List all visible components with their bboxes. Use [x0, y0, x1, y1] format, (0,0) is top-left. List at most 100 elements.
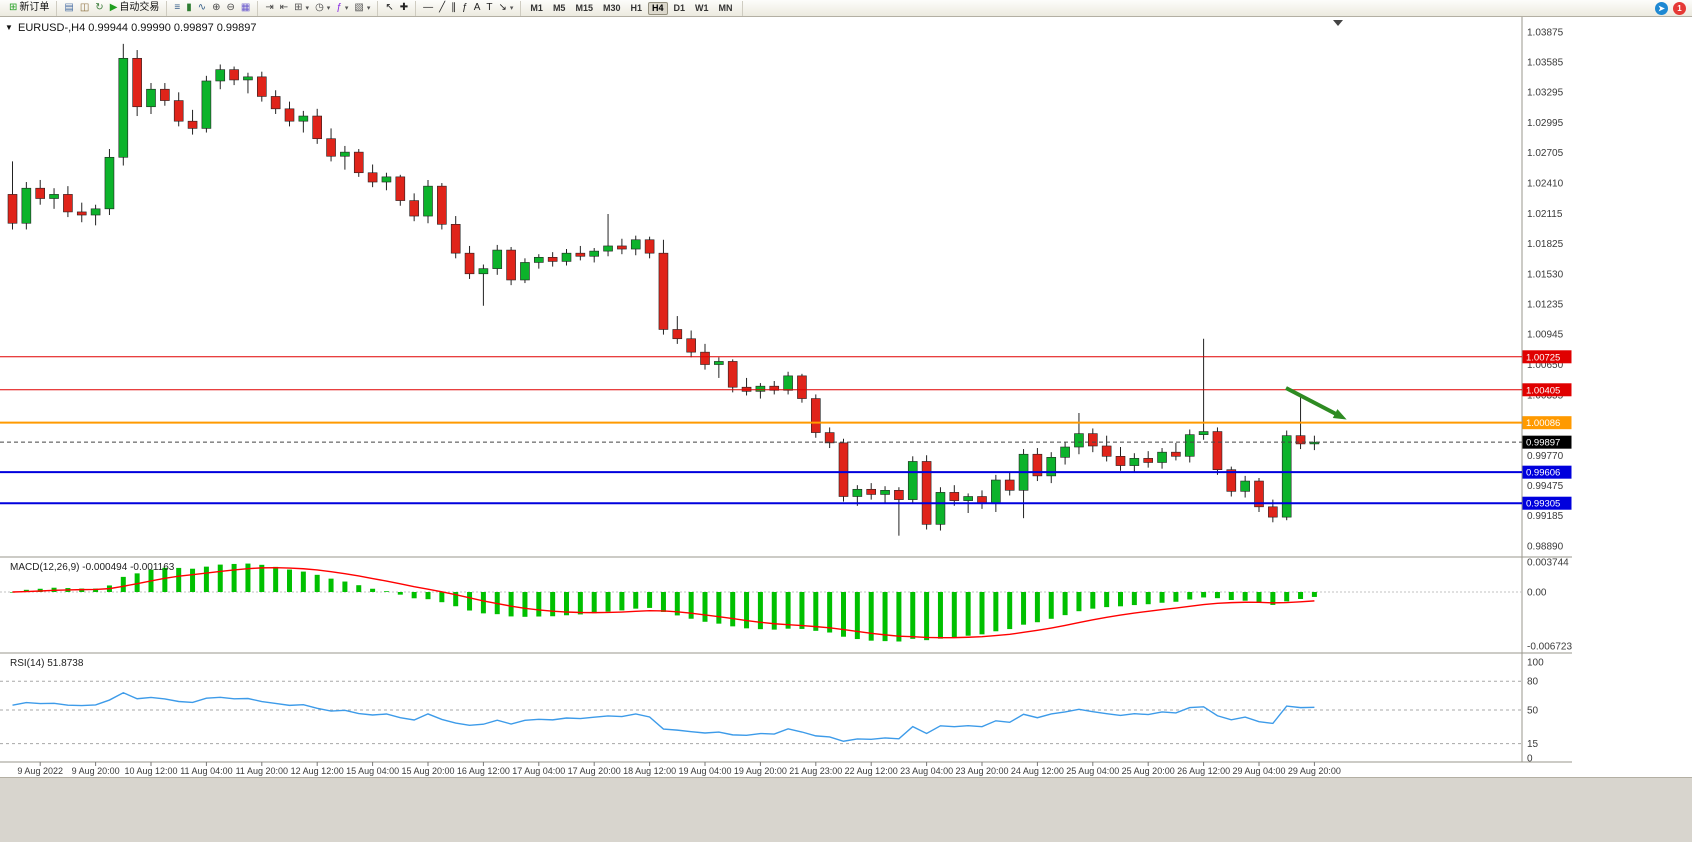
timeframe-mn-button[interactable]: MN	[715, 2, 737, 15]
label-button[interactable]: T	[483, 1, 495, 15]
price-axis-label[interactable]: 1.00650	[1527, 360, 1564, 371]
time-axis-label[interactable]: 17 Aug 04:00	[512, 766, 565, 776]
template-icon: ▧	[354, 2, 364, 13]
chart-canvas[interactable]: 1.03875 1.03585 1.03295 1.02995 1.02705 1.024…	[0, 17, 1692, 777]
time-axis-label[interactable]: 12 Aug 12:00	[291, 766, 344, 776]
price-axis-label[interactable]: 1.01530	[1527, 269, 1564, 280]
time-axis-label[interactable]: 16 Aug 12:00	[457, 766, 510, 776]
candle-body-up	[714, 361, 724, 365]
macd-histogram-bar	[564, 592, 569, 616]
timeframe-m15-button[interactable]: M15	[571, 2, 597, 15]
time-axis-label[interactable]: 24 Aug 12:00	[1011, 766, 1064, 776]
timeframe-h1-button[interactable]: H1	[626, 2, 646, 15]
time-axis-label[interactable]: 29 Aug 20:00	[1288, 766, 1341, 776]
price-axis-label[interactable]: 1.02705	[1527, 148, 1564, 159]
channel-button[interactable]: ∥	[448, 1, 459, 15]
data-window-button[interactable]: ◫	[77, 1, 92, 15]
time-axis-label[interactable]: 15 Aug 20:00	[401, 766, 454, 776]
time-axis-label[interactable]: 19 Aug 20:00	[734, 766, 787, 776]
text-button[interactable]: A	[471, 1, 484, 15]
rsi-axis-label[interactable]: 15	[1527, 739, 1539, 750]
notification-badge[interactable]: 1	[1673, 2, 1686, 15]
time-axis-label[interactable]: 10 Aug 12:00	[124, 766, 177, 776]
zoom-out-button[interactable]: ⊖	[224, 1, 238, 15]
hline-button[interactable]: ―	[420, 1, 436, 15]
price-axis-label[interactable]: 1.02115	[1527, 209, 1563, 220]
indicators-button[interactable]: ƒ ▾	[333, 1, 351, 15]
price-axis-label[interactable]: 1.03875	[1527, 28, 1564, 39]
line-chart-button[interactable]: ∿	[195, 1, 209, 15]
price-axis-label[interactable]: 1.02995	[1527, 118, 1564, 129]
bar-chart-button[interactable]: ≡	[171, 1, 183, 15]
crosshair-button[interactable]: ✚	[397, 1, 411, 15]
time-axis-label[interactable]: 22 Aug 12:00	[845, 766, 898, 776]
price-axis-label[interactable]: 1.03295	[1527, 87, 1564, 98]
market-watch-button[interactable]: ▤	[61, 1, 76, 15]
timeframe-w1-button[interactable]: W1	[691, 2, 713, 15]
template-button[interactable]: ▧ ▾	[351, 1, 373, 15]
time-axis-label[interactable]: 18 Aug 12:00	[623, 766, 676, 776]
period-button[interactable]: ◷ ▾	[312, 1, 333, 15]
tile-windows-button[interactable]: ▦	[238, 1, 253, 15]
candle-body-down	[437, 185, 447, 225]
timeframe-m5-button[interactable]: M5	[549, 2, 570, 15]
candlestick-button[interactable]: ▮	[183, 1, 195, 15]
price-axis-label[interactable]: 1.01825	[1527, 239, 1564, 250]
time-axis-label[interactable]: 15 Aug 04:00	[346, 766, 399, 776]
fibonacci-button[interactable]: ƒ	[459, 1, 471, 15]
macd-axis-label[interactable]: 0.003744	[1527, 557, 1569, 568]
price-axis-label[interactable]: 1.03585	[1527, 57, 1564, 68]
time-axis-label[interactable]: 26 Aug 12:00	[1177, 766, 1230, 776]
rsi-axis-label[interactable]: 100	[1527, 658, 1544, 669]
time-axis-label[interactable]: 23 Aug 04:00	[900, 766, 953, 776]
time-axis-label[interactable]: 25 Aug 20:00	[1122, 766, 1175, 776]
time-axis-label[interactable]: 11 Aug 20:00	[236, 766, 288, 776]
price-axis-label[interactable]: 1.01235	[1527, 300, 1564, 311]
auto-scroll-button[interactable]: ⇥	[262, 1, 276, 15]
rsi-axis-label[interactable]: 0	[1527, 754, 1533, 765]
autotrade-icon: ▶	[109, 2, 118, 13]
time-axis-label[interactable]: 9 Aug 20:00	[72, 766, 120, 776]
chart-shift-button[interactable]: ⇤	[277, 1, 291, 15]
new-order-button[interactable]: ⊞ 新订单	[6, 1, 52, 15]
macd-histogram-bar	[453, 592, 459, 607]
cursor-icon: ↖	[385, 2, 394, 13]
price-axis-label[interactable]: 1.02410	[1527, 179, 1564, 190]
price-axis-label[interactable]: 1.00945	[1527, 330, 1564, 341]
timeframe-m1-button[interactable]: M1	[526, 2, 547, 15]
time-axis-label[interactable]: 21 Aug 23:00	[789, 766, 842, 776]
time-axis-label[interactable]: 17 Aug 20:00	[568, 766, 621, 776]
arrow-annotation[interactable]	[1285, 386, 1337, 416]
rsi-axis-label[interactable]: 80	[1527, 677, 1539, 688]
price-axis-label[interactable]: 0.99185	[1527, 511, 1564, 522]
macd-histogram-bar	[771, 592, 777, 630]
time-axis-label[interactable]: 23 Aug 20:00	[955, 766, 1008, 776]
arrows-button[interactable]: ↘ ▾	[496, 1, 517, 15]
autotrade-button[interactable]: ▶ 自动交易	[107, 1, 163, 15]
timeframe-d1-button[interactable]: D1	[670, 2, 690, 15]
arrow-annotation-head[interactable]	[1332, 409, 1347, 420]
market-watch-icon: ▤	[64, 2, 74, 13]
refresh-button[interactable]: ↻	[92, 1, 106, 15]
time-axis-label[interactable]: 11 Aug 04:00	[180, 766, 232, 776]
price-axis-label[interactable]: 0.99475	[1527, 481, 1564, 492]
timeframe-m30-button[interactable]: M30	[599, 2, 625, 15]
new-chart-button[interactable]: ⊞ ▾	[291, 1, 312, 15]
one-click-trading-toggle[interactable]: ▼	[5, 23, 13, 32]
chart-shift-marker[interactable]	[1333, 20, 1343, 26]
timeframe-h4-button[interactable]: H4	[648, 1, 668, 15]
rsi-axis-label[interactable]: 50	[1527, 706, 1539, 717]
time-axis-label[interactable]: 29 Aug 04:00	[1232, 766, 1285, 776]
macd-axis-label[interactable]: -0.006723	[1527, 642, 1572, 653]
messenger-icon[interactable]: ➤	[1655, 2, 1668, 15]
price-axis-label[interactable]: 0.99770	[1527, 451, 1564, 462]
cursor-button[interactable]: ↖	[382, 1, 396, 15]
time-axis-label[interactable]: 9 Aug 2022	[17, 766, 63, 776]
zoom-in-button[interactable]: ⊕	[209, 1, 223, 15]
macd-axis-label[interactable]: 0.00	[1527, 588, 1547, 599]
trendline-button[interactable]: ╱	[436, 1, 448, 15]
price-axis-label[interactable]: 0.98890	[1527, 542, 1564, 553]
time-axis-label[interactable]: 25 Aug 04:00	[1066, 766, 1119, 776]
candle-body-down	[1295, 435, 1306, 445]
time-axis-label[interactable]: 19 Aug 04:00	[678, 766, 731, 776]
